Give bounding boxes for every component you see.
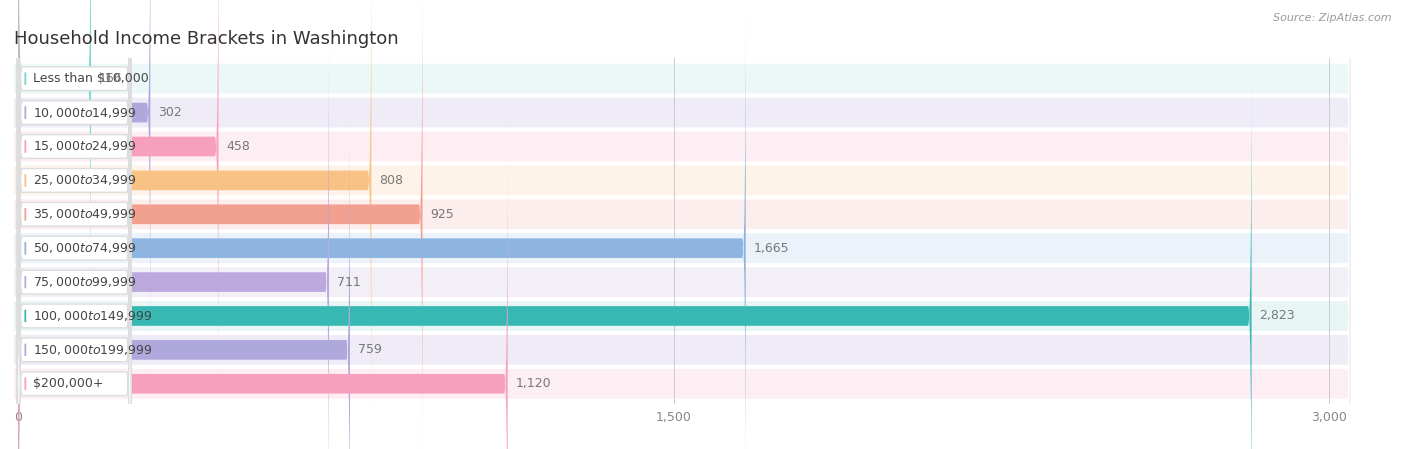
FancyBboxPatch shape: [18, 123, 508, 449]
Text: $35,000 to $49,999: $35,000 to $49,999: [32, 207, 136, 221]
FancyBboxPatch shape: [18, 0, 150, 374]
Text: 302: 302: [159, 106, 181, 119]
Text: $15,000 to $24,999: $15,000 to $24,999: [32, 140, 136, 154]
FancyBboxPatch shape: [0, 128, 1351, 449]
Text: Less than $10,000: Less than $10,000: [32, 72, 149, 85]
Text: $150,000 to $199,999: $150,000 to $199,999: [32, 343, 152, 357]
FancyBboxPatch shape: [18, 0, 745, 449]
FancyBboxPatch shape: [18, 0, 91, 340]
FancyBboxPatch shape: [0, 26, 1351, 449]
FancyBboxPatch shape: [0, 60, 1351, 449]
Text: $200,000+: $200,000+: [32, 377, 104, 390]
Text: 925: 925: [430, 208, 454, 221]
FancyBboxPatch shape: [0, 0, 1351, 436]
Text: $50,000 to $74,999: $50,000 to $74,999: [32, 241, 136, 255]
FancyBboxPatch shape: [17, 0, 131, 449]
Text: 711: 711: [337, 276, 360, 289]
FancyBboxPatch shape: [18, 55, 1251, 449]
Text: 458: 458: [226, 140, 250, 153]
Text: Source: ZipAtlas.com: Source: ZipAtlas.com: [1274, 13, 1392, 23]
FancyBboxPatch shape: [0, 0, 1351, 449]
Text: 2,823: 2,823: [1260, 309, 1295, 322]
Text: $100,000 to $149,999: $100,000 to $149,999: [32, 309, 152, 323]
FancyBboxPatch shape: [17, 57, 131, 449]
FancyBboxPatch shape: [0, 94, 1351, 449]
Text: $10,000 to $14,999: $10,000 to $14,999: [32, 106, 136, 119]
Text: 1,120: 1,120: [516, 377, 551, 390]
Text: Household Income Brackets in Washington: Household Income Brackets in Washington: [14, 31, 399, 48]
FancyBboxPatch shape: [18, 0, 371, 442]
FancyBboxPatch shape: [18, 0, 422, 449]
FancyBboxPatch shape: [18, 0, 218, 408]
FancyBboxPatch shape: [17, 23, 131, 449]
FancyBboxPatch shape: [17, 0, 131, 449]
Text: 1,665: 1,665: [754, 242, 789, 255]
FancyBboxPatch shape: [17, 0, 131, 449]
FancyBboxPatch shape: [17, 0, 131, 449]
FancyBboxPatch shape: [17, 0, 131, 449]
FancyBboxPatch shape: [18, 88, 350, 449]
FancyBboxPatch shape: [0, 0, 1351, 449]
Text: 759: 759: [359, 343, 381, 357]
Text: $75,000 to $99,999: $75,000 to $99,999: [32, 275, 136, 289]
FancyBboxPatch shape: [18, 21, 329, 449]
FancyBboxPatch shape: [17, 0, 131, 449]
FancyBboxPatch shape: [0, 0, 1351, 335]
Text: 166: 166: [98, 72, 122, 85]
Text: 808: 808: [380, 174, 404, 187]
FancyBboxPatch shape: [0, 0, 1351, 369]
FancyBboxPatch shape: [17, 0, 131, 440]
FancyBboxPatch shape: [0, 0, 1351, 403]
FancyBboxPatch shape: [17, 0, 131, 406]
Text: $25,000 to $34,999: $25,000 to $34,999: [32, 173, 136, 187]
